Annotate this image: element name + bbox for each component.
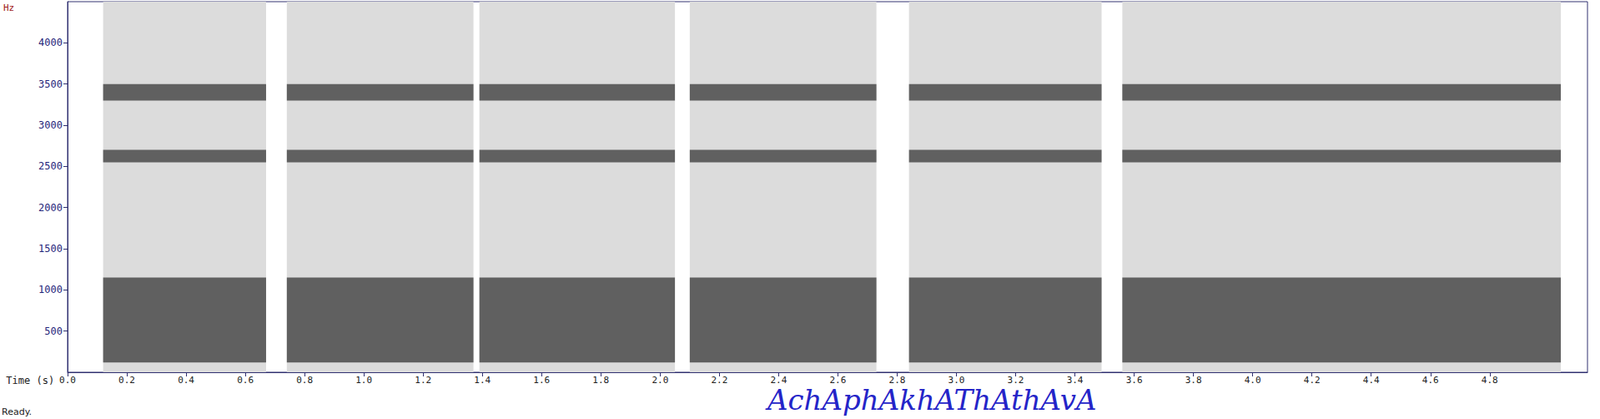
svg-text:1.0: 1.0 [355, 374, 373, 386]
svg-text:2.0: 2.0 [651, 374, 669, 386]
svg-text:Time (s): Time (s) [5, 374, 55, 387]
svg-text:AchAphAkhAThAthAvA: AchAphAkhAThAthAvA [764, 382, 1097, 417]
svg-text:1.6: 1.6 [533, 374, 550, 386]
svg-text:3500: 3500 [38, 78, 63, 91]
svg-text:1.4: 1.4 [473, 374, 491, 386]
svg-text:4000: 4000 [38, 36, 63, 49]
svg-text:3.2: 3.2 [1007, 374, 1025, 386]
svg-text:Ready.: Ready. [1, 406, 32, 418]
svg-text:4.0: 4.0 [1244, 374, 1262, 386]
svg-text:3.8: 3.8 [1185, 374, 1203, 386]
svg-text:2500: 2500 [38, 160, 63, 172]
svg-text:3.6: 3.6 [1126, 374, 1143, 386]
svg-text:4.4: 4.4 [1363, 374, 1380, 386]
svg-text:3.0: 3.0 [948, 374, 966, 386]
svg-text:0.8: 0.8 [296, 374, 313, 386]
svg-text:2.4: 2.4 [769, 374, 787, 386]
svg-text:3000: 3000 [38, 119, 63, 131]
svg-text:2.2: 2.2 [710, 374, 728, 386]
svg-text:2.8: 2.8 [889, 374, 906, 386]
svg-text:1000: 1000 [38, 283, 63, 296]
svg-text:1.8: 1.8 [592, 374, 609, 386]
svg-text:2.6: 2.6 [829, 374, 846, 386]
svg-text:1500: 1500 [38, 242, 63, 255]
svg-text:0.0: 0.0 [59, 374, 76, 386]
svg-text:4.8: 4.8 [1481, 374, 1499, 386]
svg-text:3.4: 3.4 [1066, 374, 1084, 386]
svg-text:2000: 2000 [38, 201, 63, 214]
svg-text:Hz: Hz [3, 2, 15, 14]
svg-text:4.6: 4.6 [1422, 374, 1439, 386]
svg-text:1.2: 1.2 [414, 374, 432, 386]
svg-text:0.4: 0.4 [177, 374, 195, 386]
svg-text:0.6: 0.6 [236, 374, 254, 386]
svg-text:500: 500 [44, 325, 63, 338]
svg-text:4.2: 4.2 [1303, 374, 1321, 386]
svg-text:0.2: 0.2 [118, 374, 136, 386]
